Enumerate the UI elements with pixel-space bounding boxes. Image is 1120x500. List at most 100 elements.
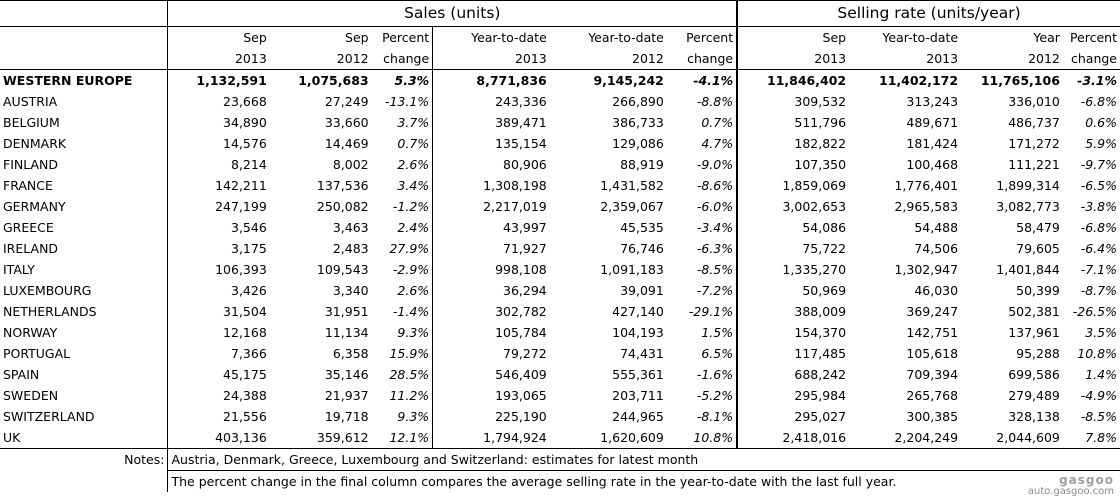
column-header-2: Percent <box>382 29 430 45</box>
value-cell: 137,536 <box>316 177 369 193</box>
value-cell: 9,145,242 <box>593 72 664 88</box>
percent-change-cell: 3.5% <box>1085 324 1117 340</box>
column-subheader-6: 2013 <box>736 48 850 70</box>
table-row: DENMARK 14,576 14,469 0.7% 135,154 129,086 4.7… <box>0 133 1120 154</box>
value-cell: 79,605 <box>1016 240 1060 256</box>
percent-change-cell: -6.4% <box>1080 240 1117 256</box>
value-cell: 142,211 <box>167 175 270 196</box>
value-cell: 31,951 <box>324 303 369 319</box>
value-cell: 8,771,836 <box>432 69 550 91</box>
value-cell: 107,350 <box>736 154 850 175</box>
value-cell: 2,418,016 <box>736 427 850 449</box>
column-subheader-3: 2013 <box>432 48 550 70</box>
percent-change-cell: 5.3% <box>394 72 430 88</box>
value-cell: 106,393 <box>167 259 270 280</box>
value-cell: 109,543 <box>316 261 369 277</box>
value-cell: 76,746 <box>620 240 664 256</box>
percent-change-cell: -6.5% <box>1080 177 1117 193</box>
column-subheader-2: change <box>371 48 433 70</box>
percent-change-cell: -3.4% <box>696 219 734 235</box>
value-cell: 2,044,609 <box>996 429 1060 445</box>
table-row: ITALY 106,393 109,543 -2.9% 998,108 1,091,183… <box>0 259 1120 280</box>
percent-change-cell: -6.8% <box>1080 93 1117 109</box>
watermark-logo: gasgoo <box>1059 473 1114 487</box>
value-cell: 1,794,924 <box>432 427 550 449</box>
value-cell: 35,146 <box>324 366 369 382</box>
value-cell: 266,890 <box>612 93 664 109</box>
value-cell: 3,463 <box>332 219 369 235</box>
percent-change-cell: 1.4% <box>1085 366 1117 382</box>
row-label: SWEDEN <box>0 385 169 406</box>
value-cell: 74,431 <box>620 345 664 361</box>
percent-change-cell: -8.1% <box>696 408 734 424</box>
value-cell: 489,671 <box>906 114 959 130</box>
value-cell: 388,009 <box>736 301 850 322</box>
percent-change-cell: -29.1% <box>688 303 734 319</box>
value-cell: 3,340 <box>332 282 369 298</box>
column-header-5: Percent <box>686 29 734 45</box>
row-label: UK <box>0 427 169 449</box>
percent-change-cell: -1.4% <box>392 303 430 319</box>
value-cell: 1,401,844 <box>996 261 1060 277</box>
percent-change-cell: -8.8% <box>696 93 734 109</box>
value-cell: 709,394 <box>906 366 959 382</box>
value-cell: 181,424 <box>906 135 959 151</box>
value-cell: 2,204,249 <box>894 429 959 445</box>
column-header-1: Sep <box>345 29 369 45</box>
value-cell: 193,065 <box>432 385 550 406</box>
row-label: AUSTRIA <box>0 91 169 112</box>
table-row: AUSTRIA 23,668 27,249 -13.1% 243,336 266,890 -… <box>0 91 1120 112</box>
value-cell: 71,927 <box>432 238 550 259</box>
value-cell: 2,483 <box>332 240 369 256</box>
value-cell: 1,859,069 <box>736 175 850 196</box>
value-cell: 328,138 <box>1008 408 1060 424</box>
notes-line-1: Austria, Denmark, Greece, Luxembourg and… <box>167 448 1120 471</box>
value-cell: 486,737 <box>1008 114 1060 130</box>
percent-change-cell: 11.2% <box>389 387 430 403</box>
column-subheader-8: 2012 <box>961 48 1063 70</box>
table-row: BELGIUM 34,890 33,660 3.7% 389,471 386,733 0.7… <box>0 112 1120 133</box>
value-cell: 2,217,019 <box>432 196 550 217</box>
value-cell: 95,288 <box>1016 345 1060 361</box>
value-cell: 75,722 <box>736 238 850 259</box>
table-row: GREECE 3,546 3,463 2.4% 43,997 45,535 -3.4% 54,… <box>0 217 1120 238</box>
value-cell: 105,618 <box>906 345 959 361</box>
value-cell: 555,361 <box>612 366 664 382</box>
percent-change-cell: -9.7% <box>1080 156 1117 172</box>
table-row: SWEDEN 24,388 21,937 11.2% 193,065 203,711 -5.… <box>0 385 1120 406</box>
percent-change-cell: -6.0% <box>696 198 734 214</box>
value-cell: 11,402,172 <box>879 72 959 88</box>
value-cell: 31,504 <box>167 301 270 322</box>
value-cell: 3,175 <box>167 238 270 259</box>
value-cell: 154,370 <box>736 322 850 343</box>
value-cell: 502,381 <box>1008 303 1060 319</box>
row-label: GERMANY <box>0 196 169 217</box>
value-cell: 300,385 <box>906 408 959 424</box>
value-cell: 1,899,314 <box>996 177 1060 193</box>
value-cell: 11,134 <box>324 324 369 340</box>
percent-change-cell: -5.2% <box>696 387 734 403</box>
value-cell: 1,132,591 <box>167 69 270 91</box>
percent-change-cell: -9.0% <box>696 156 734 172</box>
row-label: SWITZERLAND <box>0 406 169 427</box>
row-label: SPAIN <box>0 364 169 385</box>
table-row: NORWAY 12,168 11,134 9.3% 105,784 104,193 1.5%… <box>0 322 1120 343</box>
value-cell: 27,249 <box>324 93 369 109</box>
row-label: FRANCE <box>0 175 169 196</box>
value-cell: 250,082 <box>316 198 369 214</box>
table-row: PORTUGAL 7,366 6,358 15.9% 79,272 74,431 6.5% 1… <box>0 343 1120 364</box>
value-cell: 11,846,402 <box>736 69 850 91</box>
value-cell: 309,532 <box>736 91 850 112</box>
column-subheader-7: 2013 <box>849 48 962 70</box>
table-row: SPAIN 45,175 35,146 28.5% 546,409 555,361 -1.6… <box>0 364 1120 385</box>
value-cell: 104,193 <box>612 324 664 340</box>
percent-change-cell: -8.5% <box>696 261 734 277</box>
value-cell: 11,765,106 <box>980 72 1060 88</box>
row-label: NORWAY <box>0 322 169 343</box>
header-label-blank <box>0 48 169 70</box>
value-cell: 142,751 <box>906 324 959 340</box>
value-cell: 21,556 <box>167 406 270 427</box>
value-cell: 403,136 <box>167 427 270 449</box>
percent-change-cell: 0.6% <box>1085 114 1117 130</box>
value-cell: 369,247 <box>906 303 959 319</box>
